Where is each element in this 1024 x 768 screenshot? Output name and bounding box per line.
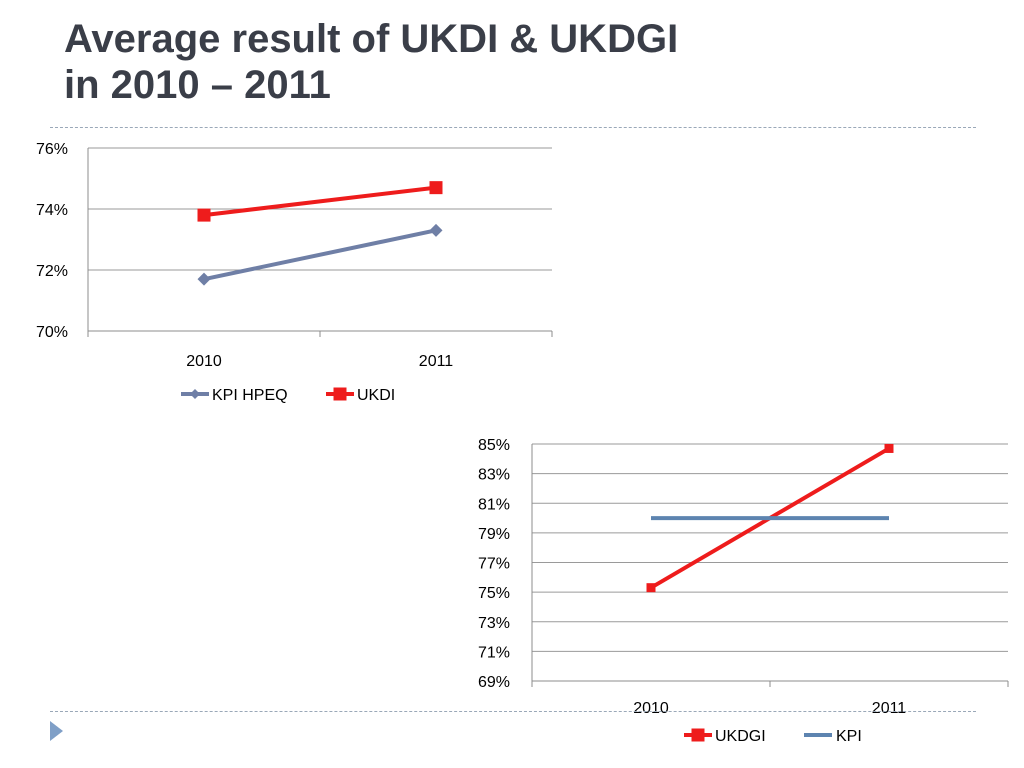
ukdi-x-tick-label: 2010 [186, 353, 222, 370]
slide-title: Average result of UKDI & UKDGI in 2010 –… [64, 16, 678, 108]
ukdi-y-tick-label: 76% [36, 141, 68, 158]
ukdi-y-tick-label: 72% [36, 263, 68, 280]
ukdgi-legend-label: KPI [836, 728, 862, 745]
next-slide-arrow-icon[interactable] [50, 721, 63, 741]
ukdi-legend-marker [190, 389, 200, 399]
ukdgi-y-tick-label: 71% [478, 644, 510, 661]
ukdi-series-line-kpi-hpeq [203, 228, 437, 282]
ukdgi-y-tick-label: 83% [478, 467, 510, 484]
slide-title-line-2: in 2010 – 2011 [64, 63, 331, 107]
ukdi-series-line-ukdi [203, 185, 437, 218]
ukdi-legend-label: KPI HPEQ [212, 387, 288, 404]
ukdgi-x-tick-label: 2010 [633, 700, 669, 717]
ukdi-y-tick-label: 70% [36, 324, 68, 341]
ukdgi-y-tick-label: 77% [478, 556, 510, 573]
ukdgi-y-tick-label: 69% [478, 674, 510, 691]
ukdi-data-point-kpi-hpeq [429, 223, 443, 237]
ukdi-y-tick-label: 74% [36, 202, 68, 219]
ukdgi-data-point-ukdgi [646, 583, 656, 593]
ukdi-data-point-ukdi [197, 208, 211, 222]
ukdgi-y-tick-label: 81% [478, 496, 510, 513]
ukdgi-x-tick-label: 2011 [872, 700, 907, 717]
ukdi-data-point-kpi-hpeq [197, 272, 211, 286]
ukdi-data-point-ukdi [429, 181, 443, 195]
ukdgi-y-tick-label: 73% [478, 615, 510, 632]
ukdgi-y-tick-label: 75% [478, 585, 510, 602]
bottom-divider [50, 711, 976, 712]
ukdgi-legend-marker [691, 728, 705, 742]
ukdgi-data-point-ukdgi [884, 443, 894, 453]
ukdgi-y-tick-label: 79% [478, 526, 510, 543]
ukdi-legend-label: UKDI [357, 387, 395, 404]
ukdgi-y-tick-label: 85% [478, 437, 510, 454]
ukdi-legend-marker [333, 387, 347, 401]
slide-title-line-1: Average result of UKDI & UKDGI [64, 17, 679, 61]
top-divider [50, 127, 976, 128]
ukdi-x-tick-label: 2011 [419, 353, 454, 370]
ukdgi-legend-label: UKDGI [715, 728, 766, 745]
